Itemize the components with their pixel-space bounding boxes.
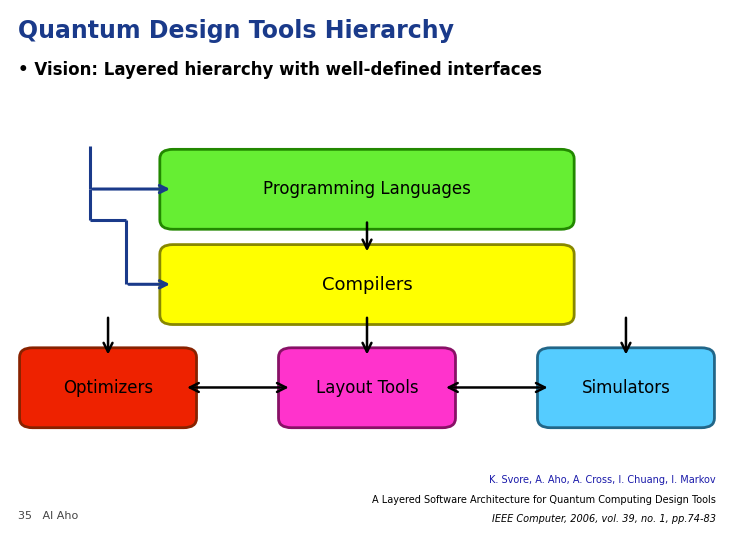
Text: IEEE Computer, 2006, vol. 39, no. 1, pp.74-83: IEEE Computer, 2006, vol. 39, no. 1, pp.… <box>492 515 716 524</box>
Text: Layout Tools: Layout Tools <box>316 379 418 397</box>
FancyBboxPatch shape <box>278 348 456 428</box>
FancyBboxPatch shape <box>20 348 197 428</box>
Text: Compilers: Compilers <box>321 275 413 294</box>
Text: K. Svore, A. Aho, A. Cross, I. Chuang, I. Markov: K. Svore, A. Aho, A. Cross, I. Chuang, I… <box>490 475 716 485</box>
Text: A Layered Software Architecture for Quantum Computing Design Tools: A Layered Software Architecture for Quan… <box>372 495 716 505</box>
Text: Programming Languages: Programming Languages <box>263 180 471 198</box>
Text: • Vision: Layered hierarchy with well-defined interfaces: • Vision: Layered hierarchy with well-de… <box>18 61 542 79</box>
Text: 35   Al Aho: 35 Al Aho <box>18 511 79 522</box>
FancyBboxPatch shape <box>160 150 574 230</box>
Text: Optimizers: Optimizers <box>63 379 153 397</box>
FancyBboxPatch shape <box>160 245 574 325</box>
Text: Quantum Design Tools Hierarchy: Quantum Design Tools Hierarchy <box>18 18 454 43</box>
FancyBboxPatch shape <box>537 348 714 428</box>
Text: Simulators: Simulators <box>581 379 670 397</box>
